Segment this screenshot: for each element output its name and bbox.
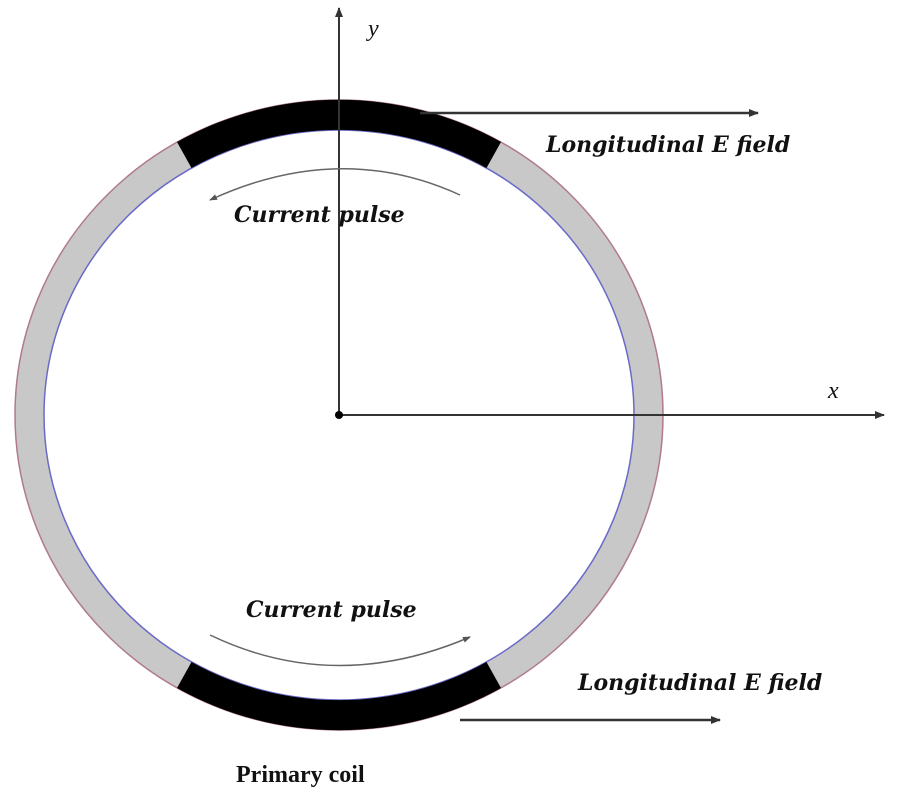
- y-axis-label: y: [366, 16, 379, 42]
- x-axis-label: x: [827, 378, 839, 404]
- top-field-label: Longitudinal E field: [545, 132, 790, 158]
- primary-coil-top: [177, 99, 501, 168]
- primary-coil-bottom: [177, 662, 501, 731]
- bottom-current-arrow: [209, 634, 471, 667]
- origin-dot: [335, 411, 343, 419]
- bottom-field-label: Longitudinal E field: [577, 670, 822, 696]
- top-current-label: Current pulse: [234, 202, 405, 228]
- primary-coil-caption: Primary coil: [236, 762, 365, 788]
- bottom-current-label: Current pulse: [246, 597, 417, 623]
- top-current-arrow: [209, 167, 461, 201]
